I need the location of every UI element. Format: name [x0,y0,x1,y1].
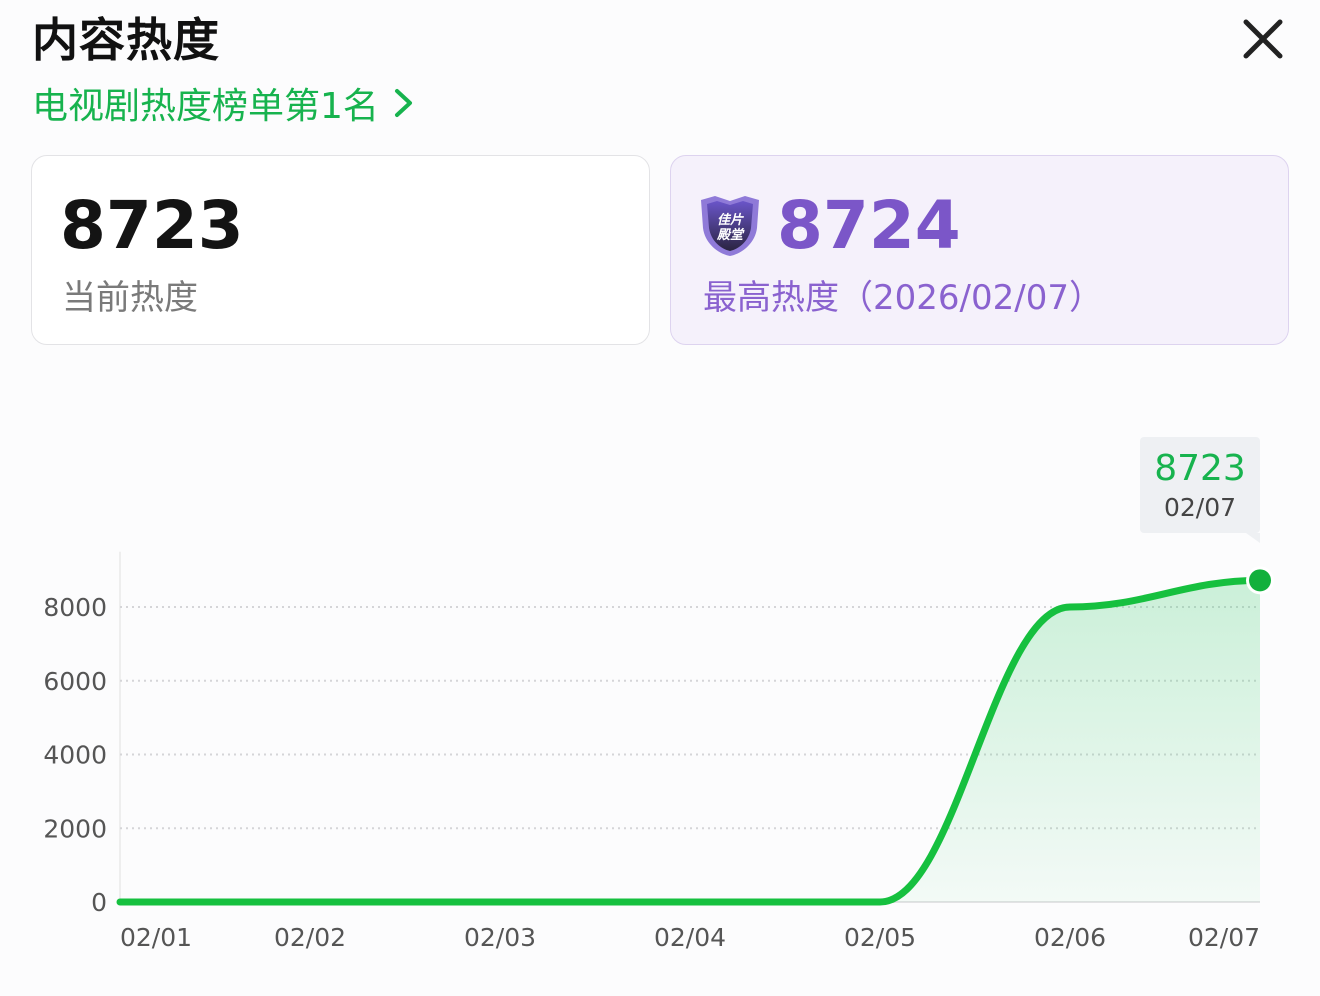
svg-text:佳片: 佳片 [717,212,744,228]
page-title: 内容热度 [32,13,220,67]
rank-link[interactable]: 电视剧热度榜单第1名 [32,78,415,128]
current-heat-label: 当前热度 [62,278,198,318]
max-heat-card: 佳片 殿堂 8724 最高热度（2026/02/07） [670,155,1289,345]
y-tick-label: 6000 [43,667,107,696]
shield-badge-icon: 佳片 殿堂 [701,196,759,256]
rank-link-label: 电视剧热度榜单第1名 [32,86,379,127]
x-tick-label: 02/07 [1188,923,1260,952]
svg-text:殿堂: 殿堂 [716,227,745,243]
close-button[interactable] [1238,14,1288,64]
x-tick-label: 02/02 [274,923,346,952]
y-tick-label: 8000 [43,593,107,622]
series-line [116,576,1264,906]
x-tick-label: 02/04 [654,923,726,952]
tooltip-value: 8723 [1154,448,1246,489]
y-tick-label: 2000 [43,814,107,843]
heat-trend-chart: 0 2000 4000 6000 8000 02/01 02/02 02/03 02/04 02/… [43,551,1274,952]
x-tick-label: 02/06 [1034,923,1106,952]
current-heat-card: 8723 当前热度 [31,155,650,345]
max-heat-value: 8724 [777,187,961,264]
x-tick-label: 02/03 [464,923,536,952]
y-tick-label: 0 [91,888,107,917]
tooltip-date: 02/07 [1163,493,1237,522]
x-tick-label: 02/05 [844,923,916,952]
chevron-right-icon [394,89,412,117]
chart-tooltip: 8723 02/07 [1140,437,1260,543]
current-heat-value: 8723 [60,187,244,264]
close-icon [1243,19,1283,59]
series-area [120,580,1260,902]
x-tick-label: 02/01 [120,923,192,952]
max-heat-label: 最高热度（2026/02/07） [703,278,1103,318]
y-tick-label: 4000 [43,741,107,770]
point-marker[interactable] [1249,569,1271,592]
